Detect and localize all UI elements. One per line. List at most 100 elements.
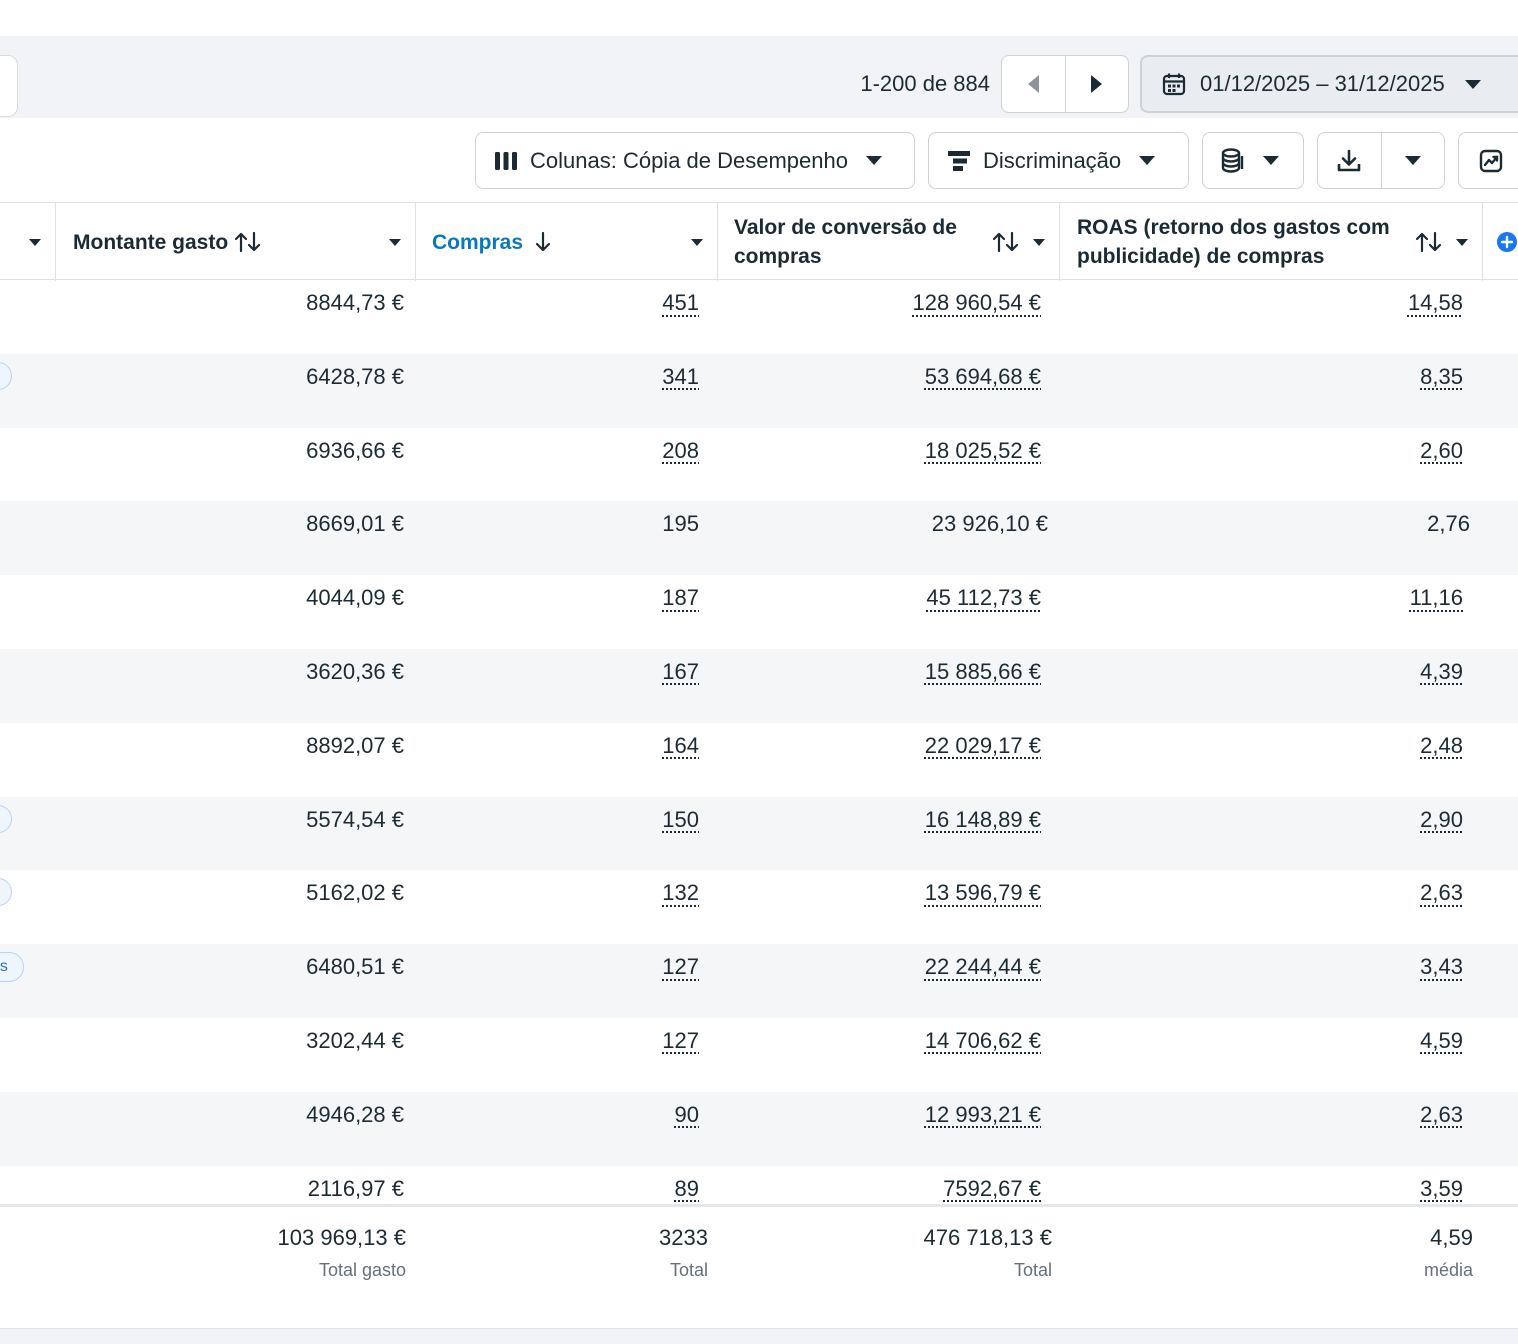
- conversion-value-header-label: Valor de conversão de compras: [734, 216, 957, 268]
- column-divider: [55, 203, 56, 281]
- table-row[interactable]: 5574,54 € 150 16 148,89 € 2,90: [0, 796, 1518, 871]
- cell-purchases[interactable]: 187: [662, 585, 699, 611]
- table-row[interactable]: 6936,66 € 208 18 025,52 € 2,60: [0, 428, 1518, 502]
- table-header: Montante gasto Compras Valor de conversã…: [0, 202, 1518, 281]
- cell-spend: 6480,51 €: [306, 954, 404, 980]
- table-row[interactable]: 8669,01 € 195 23 926,10 € 2,76: [0, 501, 1518, 576]
- search-box-edge[interactable]: [0, 55, 18, 117]
- cell-roas[interactable]: 2,63: [1420, 880, 1463, 906]
- cell-roas[interactable]: 3,59: [1420, 1175, 1463, 1201]
- add-column-icon[interactable]: [1496, 231, 1518, 253]
- cell-conversion-value[interactable]: 128 960,54 €: [912, 290, 1041, 315]
- table-row[interactable]: es 6480,51 € 127 22 244,44 € 3,43: [0, 944, 1518, 1018]
- column-divider: [415, 203, 416, 281]
- cell-roas[interactable]: 8,35: [1420, 363, 1463, 389]
- table-row[interactable]: 5162,02 € 132 13 596,79 € 2,63: [0, 870, 1518, 944]
- cell-purchases[interactable]: 89: [674, 1175, 699, 1201]
- cell-roas[interactable]: 4,39: [1420, 658, 1463, 684]
- table-row[interactable]: 8844,73 € 451 128 960,54 € 14,58: [0, 280, 1518, 354]
- database-icon: [1221, 147, 1244, 173]
- column-menu-caret-icon[interactable]: [691, 239, 703, 246]
- horizontal-scrollbar[interactable]: [0, 1328, 1518, 1344]
- column-header-purchases[interactable]: Compras: [432, 203, 553, 281]
- cell-purchases[interactable]: 208: [662, 437, 699, 463]
- table-row[interactable]: 6428,78 € 341 53 694,68 € 8,35: [0, 353, 1518, 428]
- cell-spend: 3620,36 €: [306, 658, 404, 684]
- export-split-button: [1317, 132, 1445, 189]
- cell-roas[interactable]: 2,63: [1420, 1101, 1463, 1127]
- pagination-controls: [1001, 55, 1129, 113]
- charts-button[interactable]: [1458, 132, 1518, 189]
- cell-purchases[interactable]: 164: [662, 732, 699, 758]
- cell-conversion-value[interactable]: 14 706,62 €: [924, 1027, 1041, 1053]
- total-conversion-value: 476 718,13 €: [923, 1225, 1052, 1250]
- export-options-button[interactable]: [1380, 133, 1444, 188]
- average-roas-label: média: [1423, 1260, 1473, 1280]
- cell-spend: 5574,54 €: [306, 806, 404, 832]
- total-spend: 103 969,13 €: [277, 1225, 406, 1250]
- breakdown-dropdown-button[interactable]: Discriminação: [928, 132, 1189, 189]
- cell-purchases[interactable]: 150: [662, 806, 699, 832]
- cell-conversion-value[interactable]: 22 029,17 €: [924, 732, 1041, 758]
- cell-purchases[interactable]: 167: [662, 658, 699, 684]
- cell-roas[interactable]: 3,43: [1420, 954, 1463, 980]
- cell-purchases[interactable]: 127: [662, 954, 699, 980]
- cell-roas[interactable]: 2,48: [1420, 732, 1463, 758]
- cell-conversion-value[interactable]: 16 148,89 €: [924, 806, 1041, 832]
- cell-spend: 2116,97 €: [307, 1175, 404, 1201]
- breakdown-icon: [948, 150, 970, 171]
- table-row[interactable]: 4044,09 € 187 45 112,73 € 11,16: [0, 575, 1518, 649]
- table-row[interactable]: 2116,97 € 89 7592,67 € 3,59: [0, 1166, 1518, 1205]
- cell-purchases[interactable]: 341: [662, 363, 699, 389]
- column-header-roas[interactable]: ROAS (retorno dos gastos com publicidade…: [1077, 203, 1407, 281]
- cell-purchases[interactable]: 90: [674, 1101, 699, 1127]
- status-badge[interactable]: [0, 361, 12, 390]
- sort-icon[interactable]: [992, 231, 1020, 253]
- chevron-right-icon: [1091, 75, 1103, 93]
- sort-descending-icon[interactable]: [533, 231, 553, 253]
- cell-purchases[interactable]: 127: [662, 1027, 699, 1053]
- column-header-conversion-value[interactable]: Valor de conversão de compras: [734, 203, 974, 281]
- column-menu-caret-icon[interactable]: [1033, 239, 1045, 246]
- status-badge[interactable]: [0, 804, 12, 833]
- status-badge[interactable]: es: [0, 952, 24, 983]
- column-divider: [1059, 203, 1060, 281]
- chevron-left-icon: [1027, 75, 1039, 93]
- cell-conversion-value[interactable]: 12 993,21 €: [924, 1101, 1041, 1127]
- cell-conversion-value[interactable]: 7592,67 €: [943, 1175, 1041, 1201]
- cell-roas[interactable]: 11,16: [1409, 585, 1463, 611]
- columns-icon: [495, 151, 517, 170]
- columns-dropdown-button[interactable]: Colunas: Cópia de Desempenho: [475, 132, 915, 189]
- cell-roas[interactable]: 2,60: [1420, 437, 1463, 463]
- table-row[interactable]: 4946,28 € 90 12 993,21 € 2,63: [0, 1091, 1518, 1166]
- reports-dropdown-button[interactable]: [1202, 132, 1304, 189]
- column-menu-caret-icon[interactable]: [389, 239, 401, 246]
- spend-header-label: Montante gasto: [73, 230, 229, 254]
- table-row[interactable]: 8892,07 € 164 22 029,17 € 2,48: [0, 723, 1518, 797]
- column-menu-caret-icon[interactable]: [1456, 239, 1468, 246]
- cell-roas[interactable]: 4,59: [1420, 1027, 1463, 1053]
- cell-spend: 8844,73 €: [306, 290, 404, 315]
- previous-page-button[interactable]: [1002, 56, 1065, 112]
- column-menu-caret-icon[interactable]: [29, 239, 41, 246]
- status-badge[interactable]: [0, 878, 12, 907]
- cell-conversion-value[interactable]: 18 025,52 €: [924, 437, 1041, 463]
- date-range-picker[interactable]: 01/12/2025 – 31/12/2025: [1140, 55, 1518, 113]
- table-row[interactable]: 3620,36 € 167 15 885,66 € 4,39: [0, 648, 1518, 723]
- cell-conversion-value[interactable]: 13 596,79 €: [924, 880, 1041, 906]
- column-header-spend[interactable]: Montante gasto: [73, 203, 262, 281]
- cell-conversion-value[interactable]: 22 244,44 €: [924, 954, 1041, 980]
- cell-purchases[interactable]: 132: [662, 880, 699, 906]
- cell-conversion-value[interactable]: 15 885,66 €: [924, 658, 1041, 684]
- sort-icon[interactable]: [234, 231, 262, 253]
- cell-conversion-value[interactable]: 45 112,73 €: [926, 585, 1041, 611]
- sort-icon[interactable]: [1415, 231, 1443, 253]
- cell-roas[interactable]: 14,58: [1407, 290, 1463, 315]
- export-button[interactable]: [1318, 133, 1381, 188]
- cell-roas[interactable]: 2,90: [1420, 806, 1463, 832]
- table-row[interactable]: 3202,44 € 127 14 706,62 € 4,59: [0, 1018, 1518, 1092]
- cell-purchases[interactable]: 451: [662, 290, 699, 315]
- next-page-button[interactable]: [1064, 56, 1128, 112]
- cell-conversion-value[interactable]: 53 694,68 €: [924, 363, 1041, 389]
- cell-spend: 4946,28 €: [306, 1101, 404, 1127]
